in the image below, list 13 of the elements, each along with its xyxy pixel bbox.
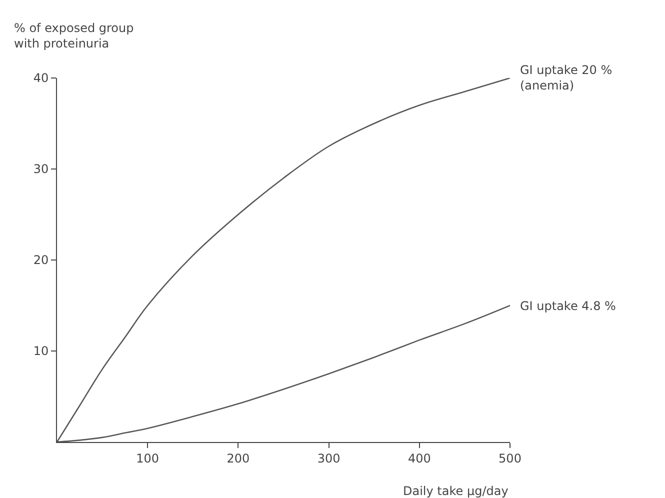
series-label: GI uptake 20 % (anemia): [520, 63, 612, 93]
y-axis-title: % of exposed group with proteinuria: [14, 21, 134, 51]
x-tick-label: 100: [136, 451, 160, 466]
x-axis-title: Daily take µg/day: [403, 484, 508, 498]
y-tick-label: 20: [33, 253, 49, 268]
x-tick-label: 500: [498, 451, 522, 466]
x-tick-label: 400: [408, 451, 431, 466]
x-tick-label: 300: [317, 451, 340, 466]
y-tick-label: 30: [33, 162, 49, 176]
y-tick-label: 40: [33, 71, 49, 86]
series-label: GI uptake 4.8 %: [520, 299, 616, 313]
x-tick-label: 200: [226, 451, 250, 466]
y-tick-label: 10: [33, 344, 49, 358]
